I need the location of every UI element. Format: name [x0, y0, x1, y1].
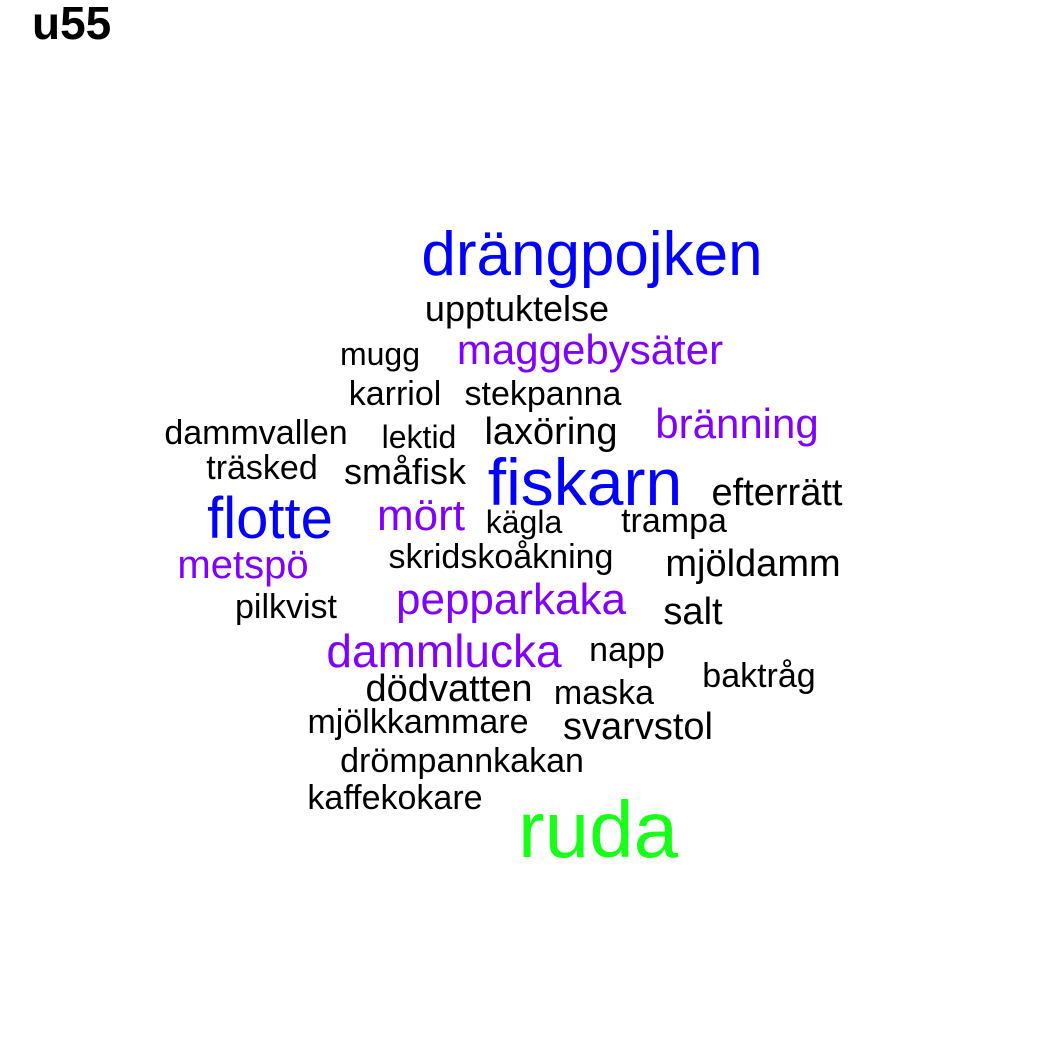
word-laxoring: laxöring: [484, 411, 618, 453]
word-maggebysater: maggebysäter: [456, 326, 724, 373]
word-mort: mört: [377, 491, 465, 540]
word-flotte: flotte: [207, 486, 333, 551]
word-mjolkkammare: mjölkkammare: [307, 703, 529, 741]
word-mjoldamm: mjöldamm: [665, 543, 841, 585]
word-fiskarn: fiskarn: [487, 445, 683, 519]
word-pepparkaka: pepparkaka: [396, 575, 626, 624]
word-drangpojken: drängpojken: [421, 220, 763, 289]
word-salt: salt: [663, 591, 723, 633]
word-metspo: metspö: [177, 543, 309, 587]
word-mugg: mugg: [339, 336, 421, 372]
word-kaffekokare: kaffekokare: [307, 779, 483, 817]
word-stekpanna: stekpanna: [464, 375, 622, 413]
word-dammlucka: dammlucka: [326, 625, 562, 677]
page-title: u55: [32, 0, 112, 49]
word-trampa: trampa: [621, 502, 727, 540]
word-smafisk: småfisk: [343, 451, 467, 492]
word-branning: bränning: [655, 400, 819, 447]
word-efterratt: efterrätt: [711, 472, 843, 514]
word-pilkvist: pilkvist: [234, 588, 338, 626]
word-napp: napp: [589, 631, 665, 669]
word-maska: maska: [553, 674, 655, 712]
word-ruda: ruda: [517, 785, 679, 874]
word-drompannkakan: drömpannkakan: [340, 742, 584, 780]
word-trasked: träsked: [206, 449, 318, 487]
word-skridskoakning: skridskoåkning: [388, 538, 614, 576]
word-upptuktelse: upptuktelse: [424, 288, 610, 329]
word-lektid: lektid: [381, 419, 457, 455]
word-svarvstol: svarvstol: [563, 706, 713, 748]
word-kagla: kägla: [485, 504, 563, 540]
word-dammvallen: dammvallen: [164, 414, 348, 452]
word-baktrag: baktråg: [702, 657, 816, 695]
word-karriol: karriol: [348, 375, 442, 413]
word-dodvatten: dödvatten: [365, 668, 533, 710]
